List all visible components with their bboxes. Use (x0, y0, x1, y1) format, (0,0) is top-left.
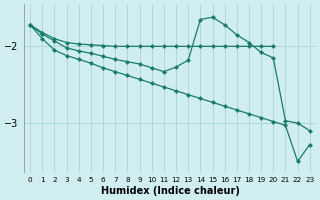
X-axis label: Humidex (Indice chaleur): Humidex (Indice chaleur) (100, 186, 239, 196)
